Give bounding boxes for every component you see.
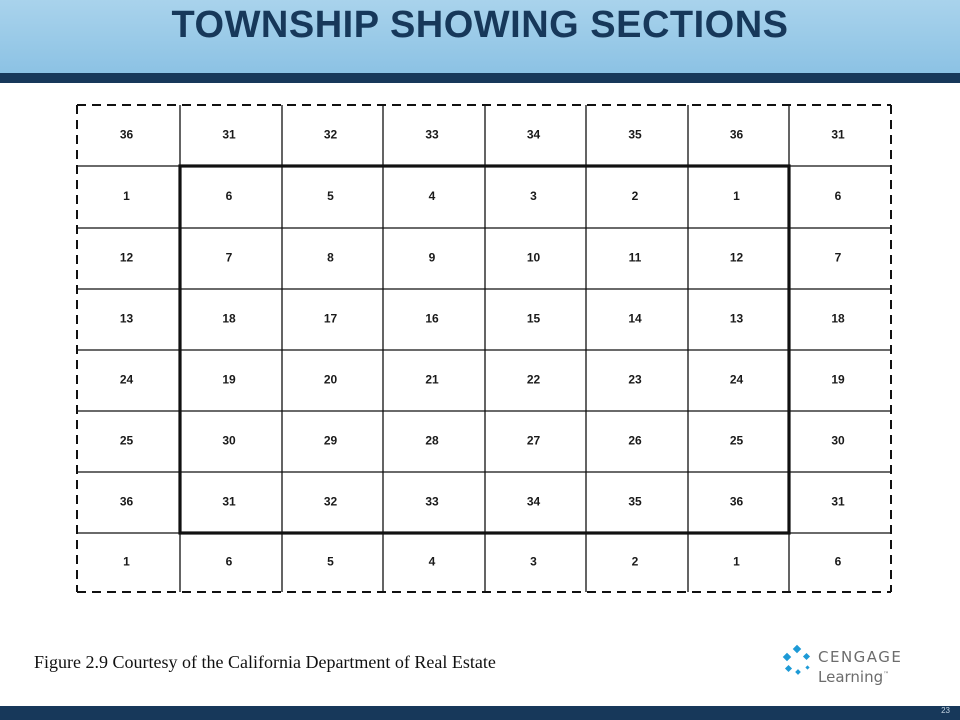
section-number: 12 [730,251,744,265]
section-number: 9 [429,251,436,265]
section-number: 29 [324,434,338,448]
section-number: 14 [628,312,642,326]
section-number: 21 [425,373,439,387]
section-number: 36 [730,495,744,509]
logo-trademark: ™ [883,671,890,678]
section-number: 3 [530,189,537,203]
section-number: 26 [628,434,642,448]
section-number: 34 [527,128,541,142]
section-number: 36 [730,128,744,142]
section-number: 20 [324,373,338,387]
section-number: 34 [527,495,541,509]
township-boundary [178,164,791,535]
section-number: 33 [425,495,439,509]
section-number: 30 [831,434,845,448]
section-number: 17 [324,312,338,326]
section-number: 13 [730,312,744,326]
page-number: 23 [941,706,950,715]
section-number: 4 [429,189,436,203]
cengage-logo-mark-icon [782,644,811,675]
section-number: 6 [226,189,233,203]
section-number: 36 [120,495,134,509]
section-number: 4 [429,555,436,569]
section-number: 35 [628,495,642,509]
section-number: 31 [222,495,236,509]
section-number: 28 [425,434,439,448]
figure-caption: Figure 2.9 Courtesy of the California De… [34,652,496,672]
section-number: 8 [327,251,334,265]
section-number: 7 [835,251,842,265]
section-number: 3 [530,555,537,569]
cengage-logo: CENGAGE Learning™ [780,640,950,692]
section-number: 6 [835,555,842,569]
section-number: 32 [324,128,338,142]
section-number: 24 [120,373,134,387]
section-number: 31 [831,128,845,142]
section-number: 31 [831,495,845,509]
section-number: 32 [324,495,338,509]
section-number: 25 [120,434,134,448]
title-bar: TOWNSHIP SHOWING SECTIONS [0,0,960,83]
section-number: 15 [527,312,541,326]
section-number: 27 [527,434,541,448]
section-number: 22 [527,373,541,387]
section-number: 1 [123,189,130,203]
section-number: 5 [327,189,334,203]
section-number: 2 [632,189,639,203]
section-number: 2 [632,555,639,569]
section-number: 30 [222,434,236,448]
section-number: 33 [425,128,439,142]
section-number: 24 [730,373,744,387]
section-number: 16 [425,312,439,326]
footer-bar: 23 [0,706,960,720]
section-number: 6 [226,555,233,569]
logo-word-learning: Learning™ [818,668,889,686]
logo-word-cengage: CENGAGE [818,648,903,666]
section-number: 19 [831,373,845,387]
section-number: 10 [527,251,541,265]
section-number: 6 [835,189,842,203]
section-number: 36 [120,128,134,142]
section-number: 1 [733,189,740,203]
section-number: 1 [733,555,740,569]
section-number: 18 [831,312,845,326]
section-number: 25 [730,434,744,448]
logo-learning-text: Learning [818,668,884,686]
section-number: 13 [120,312,134,326]
section-number: 19 [222,373,236,387]
section-number: 31 [222,128,236,142]
section-number: 1 [123,555,130,569]
section-number: 12 [120,251,134,265]
section-number: 5 [327,555,334,569]
section-number: 18 [222,312,236,326]
section-number: 35 [628,128,642,142]
section-number: 7 [226,251,233,265]
section-number: 11 [629,251,642,265]
title-underline [0,73,960,83]
section-number: 23 [628,373,642,387]
slide-title: TOWNSHIP SHOWING SECTIONS [171,4,789,46]
